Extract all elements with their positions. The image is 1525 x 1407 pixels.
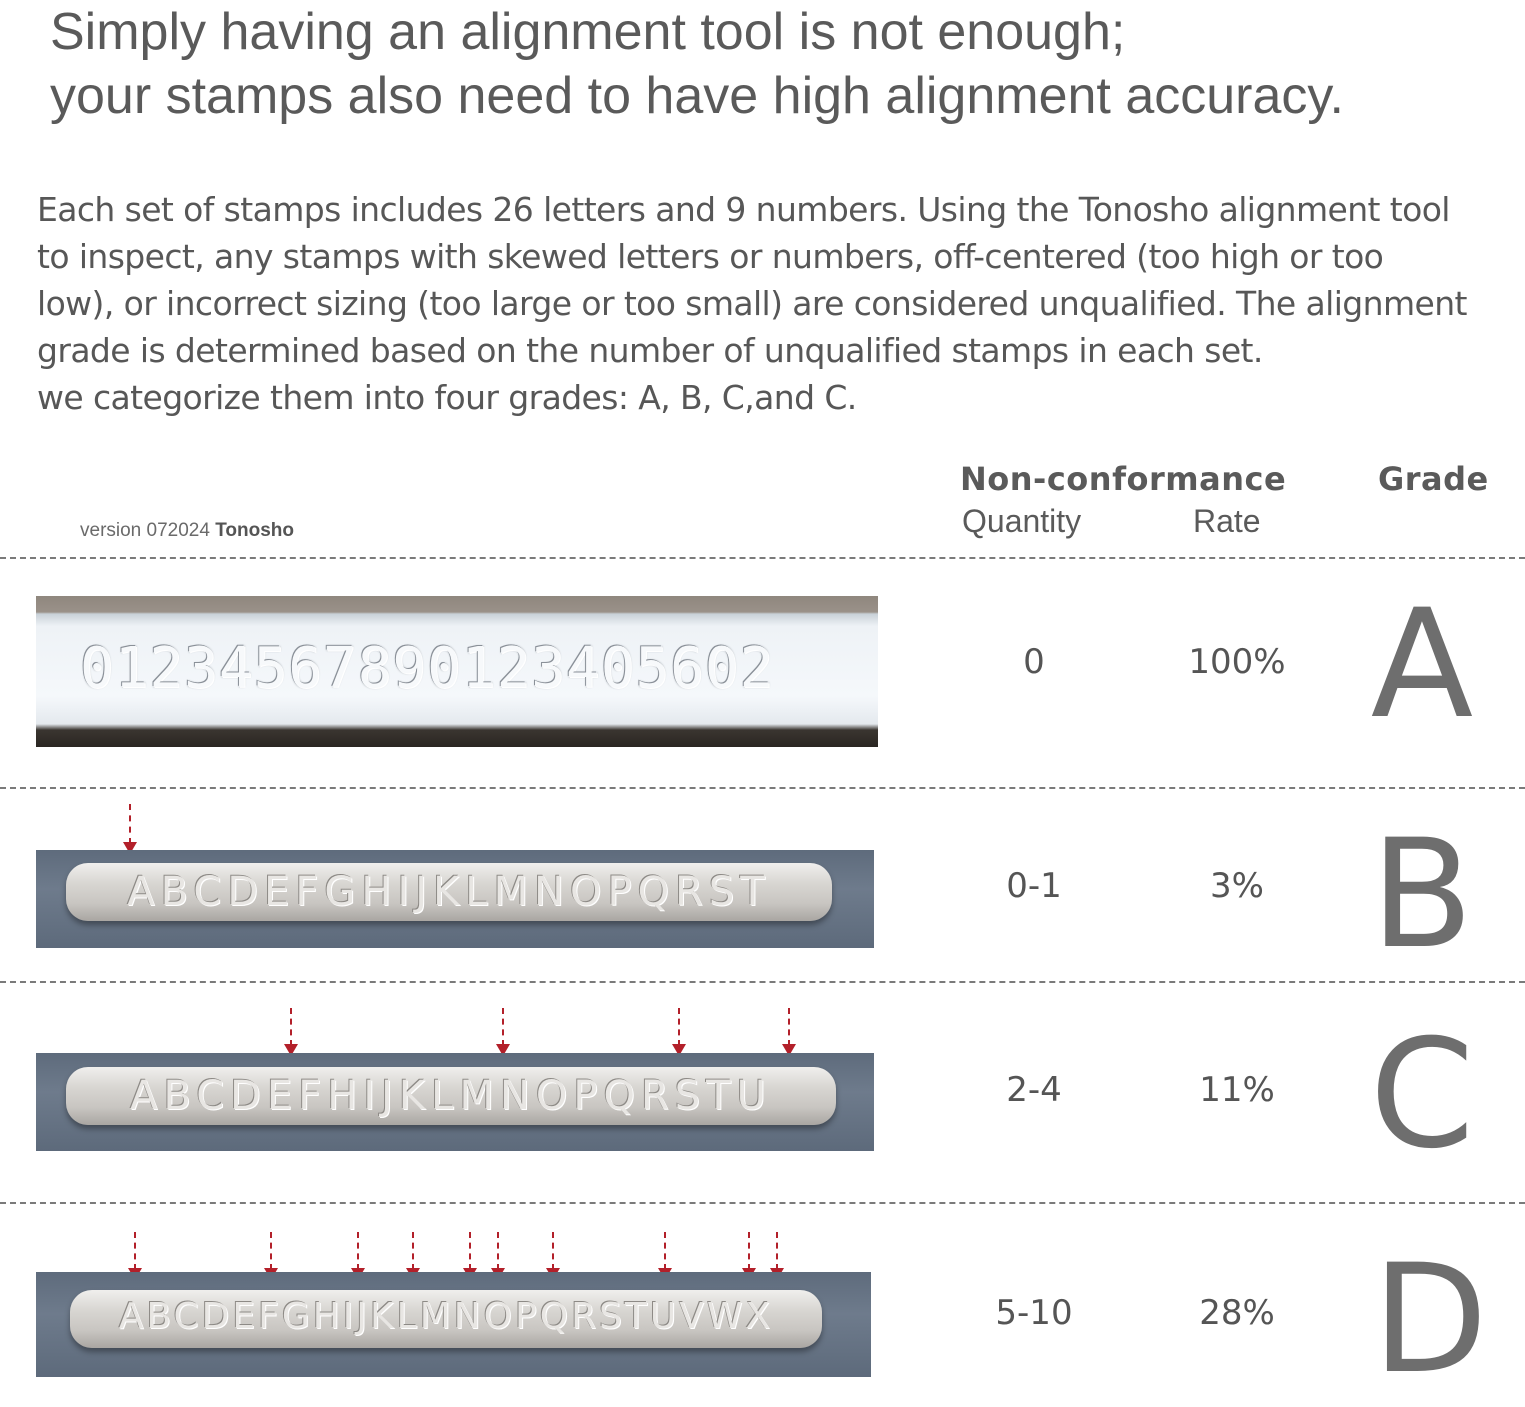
intro-line-3: low), or incorrect sizing (too large or … — [37, 284, 1467, 323]
stamp-sample-photo-d: ABCDEFGHIJKLMNOPQRSTUVWX — [36, 1272, 871, 1377]
brand-name: Tonosho — [215, 520, 295, 541]
intro-line-1: Each set of stamps includes 26 letters a… — [37, 190, 1450, 229]
version-text: version 072024 — [80, 520, 210, 541]
defect-arrow-icon — [781, 1008, 797, 1058]
quantity-d: 5-10 — [995, 1293, 1073, 1333]
divider — [0, 981, 1525, 983]
header-grade: Grade — [1378, 460, 1489, 498]
grade-c: C — [1369, 1008, 1475, 1182]
header-rate: Rate — [1193, 503, 1261, 539]
headline-line-2: your stamps also need to have high align… — [50, 67, 1344, 125]
intro-line-2: to inspect, any stamps with skewed lette… — [37, 237, 1384, 276]
grade-a: A — [1370, 578, 1474, 752]
intro-paragraph: Each set of stamps includes 26 letters a… — [37, 186, 1507, 421]
stamp-sample-photo-a: 01234567890123405602 — [36, 596, 878, 747]
grade-b: B — [1370, 808, 1474, 982]
headline-line-1: Simply having an alignment tool is not e… — [50, 3, 1126, 61]
quantity-b: 0-1 — [1006, 866, 1062, 906]
stamp-bar: ABCDEFGHIJKLMNOPQRSTUVWX — [70, 1290, 822, 1348]
header-quantity: Quantity — [962, 503, 1082, 539]
rate-a: 100% — [1188, 642, 1286, 682]
header-nonconformance: Non-conformance — [960, 460, 1287, 498]
intro-line-5: we categorize them into four grades: A, … — [37, 378, 857, 417]
stamp-sample-photo-b: ABCDEFGHIJKLMNOPQRST — [36, 850, 874, 948]
defect-arrow-icon — [283, 1008, 299, 1058]
stamp-bar: ABCDEFGHIJKLMNOPQRST — [66, 863, 832, 921]
grade-d: D — [1372, 1233, 1488, 1407]
stamp-sample-text: ABCDEFHIJKLMNOPQRSTU — [130, 1073, 772, 1119]
rate-d: 28% — [1199, 1293, 1275, 1333]
rate-c: 11% — [1199, 1070, 1275, 1110]
divider — [0, 787, 1525, 789]
stamp-sample-text: ABCDEFGHIJKLMNOPQRST — [127, 869, 771, 915]
stamp-sample-photo-c: ABCDEFHIJKLMNOPQRSTU — [36, 1053, 874, 1151]
divider — [0, 557, 1525, 559]
quantity-c: 2-4 — [1006, 1070, 1062, 1110]
defect-arrow-icon — [122, 804, 138, 854]
rate-b: 3% — [1210, 866, 1264, 906]
stamp-sample-text: 01234567890123405602 — [80, 636, 775, 701]
stamp-bar: ABCDEFHIJKLMNOPQRSTU — [66, 1067, 836, 1125]
divider — [0, 1202, 1525, 1204]
version-label: version 072024 Tonosho — [80, 520, 294, 542]
defect-arrow-icon — [495, 1008, 511, 1058]
intro-line-4: grade is determined based on the number … — [37, 331, 1263, 370]
quantity-a: 0 — [1023, 642, 1045, 682]
defect-arrow-icon — [671, 1008, 687, 1058]
headline: Simply having an alignment tool is not e… — [50, 0, 1490, 128]
stamp-sample-text: ABCDEFGHIJKLMNOPQRSTUVWX — [118, 1296, 774, 1337]
